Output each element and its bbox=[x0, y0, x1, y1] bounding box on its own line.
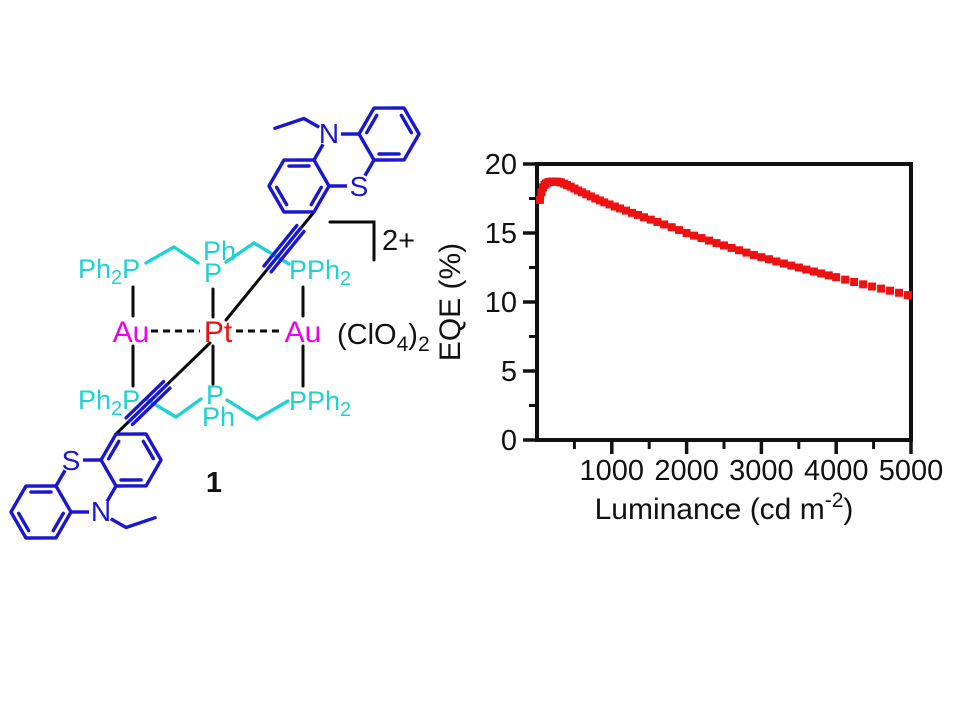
label-counterion: (ClO4)2 bbox=[337, 319, 430, 356]
data-point bbox=[600, 198, 609, 207]
data-point bbox=[591, 194, 600, 203]
data-point bbox=[742, 248, 751, 257]
data-point bbox=[595, 196, 604, 205]
data-point bbox=[633, 210, 642, 219]
label-ph2p-bottom-left: Ph2P bbox=[78, 385, 140, 420]
label-p-bottom-center: P bbox=[206, 380, 224, 410]
data-point bbox=[675, 226, 684, 235]
data-point bbox=[622, 206, 631, 215]
molecule-structure: Ph2P Ph P PPh2 Ph2P P Ph PPh2 Au Pt Au N… bbox=[0, 65, 435, 581]
data-point bbox=[705, 236, 714, 245]
label-s-top: S bbox=[350, 171, 369, 202]
data-point bbox=[697, 234, 706, 243]
label-au-left: Au bbox=[113, 316, 150, 349]
y-axis-title: EQE (%) bbox=[434, 243, 467, 361]
data-point bbox=[859, 280, 868, 289]
data-point bbox=[895, 288, 904, 297]
label-charge: 2+ bbox=[382, 225, 415, 257]
label-ph-top-center: Ph bbox=[203, 236, 236, 266]
label-s-bottom: S bbox=[62, 445, 81, 476]
label-pt-center: Pt bbox=[204, 316, 233, 349]
eqe-chart: 1000 2000 3000 4000 5000 0 5 10 15 20 EQE (%) Lum… bbox=[434, 149, 943, 526]
alkyne-triple-bonds bbox=[124, 223, 306, 427]
data-point bbox=[809, 267, 818, 276]
data-point bbox=[757, 253, 766, 262]
data-point bbox=[639, 213, 648, 222]
data-point bbox=[850, 277, 859, 286]
data-point bbox=[868, 282, 877, 291]
data-point bbox=[764, 255, 773, 264]
x-tick-label: 1000 bbox=[580, 455, 645, 487]
x-axis-title: Luminance (cd m-2) bbox=[595, 489, 854, 526]
phenothiazine-top bbox=[243, 65, 435, 238]
x-tick-label: 4000 bbox=[804, 455, 869, 487]
data-point bbox=[787, 261, 796, 270]
y-tick-label: 15 bbox=[485, 218, 517, 250]
label-n-bottom: N bbox=[91, 496, 111, 527]
label-pph2-bottom-right: PPh2 bbox=[289, 386, 351, 421]
x-tick-label: 5000 bbox=[879, 455, 944, 487]
y-tick-label: 20 bbox=[485, 149, 517, 181]
data-point bbox=[779, 259, 788, 268]
data-point bbox=[727, 243, 736, 252]
data-point bbox=[535, 195, 544, 204]
data-point bbox=[832, 273, 841, 282]
charge-bracket bbox=[328, 220, 376, 262]
x-tick-label: 2000 bbox=[654, 455, 719, 487]
data-point bbox=[577, 188, 586, 197]
label-compound-number: 1 bbox=[206, 467, 222, 499]
data-point bbox=[605, 200, 614, 209]
axis-tick-labels: 1000 2000 3000 4000 5000 0 5 10 15 20 bbox=[485, 149, 944, 487]
data-point bbox=[582, 190, 591, 199]
x-tick-label: 3000 bbox=[729, 455, 794, 487]
data-point bbox=[904, 291, 913, 300]
data-point bbox=[712, 239, 721, 248]
data-point bbox=[772, 257, 781, 266]
label-p-top-center: P bbox=[204, 258, 222, 288]
data-point bbox=[646, 215, 655, 224]
data-point bbox=[610, 202, 619, 211]
axis-ticks bbox=[523, 162, 913, 454]
data-point bbox=[734, 246, 743, 255]
label-ph-bottom-center: Ph bbox=[202, 402, 235, 432]
label-au-right: Au bbox=[285, 316, 322, 349]
data-point bbox=[660, 220, 669, 229]
label-pph2-top-right: PPh2 bbox=[289, 255, 351, 290]
data-point bbox=[824, 271, 833, 280]
phenothiazine-bottom bbox=[0, 408, 187, 581]
data-point bbox=[802, 265, 811, 274]
data-point bbox=[817, 269, 826, 278]
y-tick-label: 0 bbox=[501, 425, 517, 457]
data-point bbox=[841, 275, 850, 284]
data-point bbox=[690, 231, 699, 240]
data-point bbox=[627, 208, 636, 217]
y-tick-label: 10 bbox=[485, 287, 517, 319]
data-point bbox=[877, 284, 886, 293]
label-n-top: N bbox=[319, 118, 339, 149]
plot-frame bbox=[535, 162, 913, 442]
label-ph2p-top-left: Ph2P bbox=[78, 254, 140, 289]
data-point bbox=[682, 229, 691, 237]
data-point bbox=[667, 223, 676, 232]
data-point bbox=[886, 286, 895, 295]
data-point bbox=[586, 192, 595, 201]
data-point bbox=[616, 204, 625, 213]
data-point bbox=[653, 217, 662, 226]
data-point bbox=[720, 241, 728, 250]
data-series-eqe bbox=[535, 177, 913, 300]
data-point bbox=[749, 250, 758, 259]
y-tick-label: 5 bbox=[501, 356, 517, 388]
data-point bbox=[794, 263, 803, 272]
data-point bbox=[537, 188, 546, 197]
